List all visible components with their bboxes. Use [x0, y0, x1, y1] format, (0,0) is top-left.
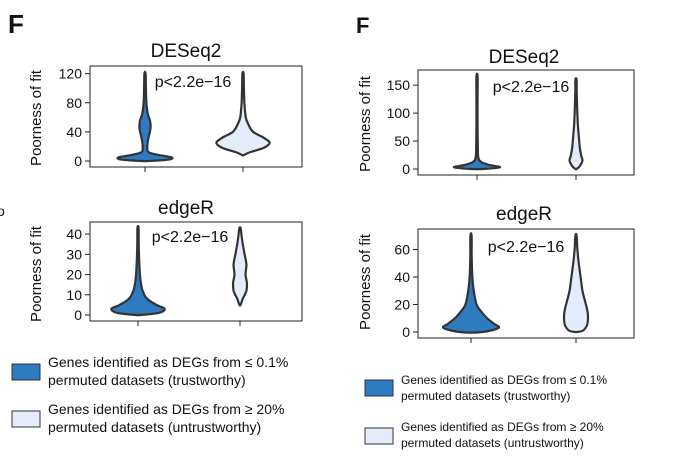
y-tick-label: 100	[387, 105, 411, 121]
plot-frame	[417, 228, 635, 339]
panel-letter-right: F	[356, 13, 369, 38]
violin-untrustworthy	[568, 77, 584, 171]
p-value-annotation: p<2.2e−16	[152, 229, 229, 246]
chart-title: DESeq2	[489, 47, 560, 68]
y-tick-label: 120	[59, 66, 83, 82]
p-value-annotation: p<2.2e−16	[493, 79, 570, 96]
y-axis-label: Poorness of fit	[28, 69, 45, 166]
legend-swatch-untrustworthy	[364, 427, 394, 445]
plot-frame	[89, 65, 303, 168]
chart-left-edger: edgeR Poorness of fit p<2.2e−16 0 10 20 30 4…	[28, 198, 303, 326]
y-tick-label: 30	[66, 246, 82, 262]
chart-left-deseq2: DESeq2 Poorness of fit p<2.2e−16 0 40 80 12…	[28, 41, 303, 172]
legend-label-untrustworthy-line1: Genes identified as DEGs from ≥ 20%	[401, 420, 604, 434]
y-tick-label: 40	[394, 269, 410, 285]
legend-label-trustworthy-line2: permuted datasets (trustworthy)	[401, 389, 570, 403]
chart-title: edgeR	[158, 198, 214, 219]
y-tick-label: 10	[66, 287, 82, 303]
legend-label-untrustworthy-line2: permuted datasets (untrustworthy)	[48, 419, 261, 435]
p-value-annotation: p<2.2e−16	[155, 74, 232, 91]
y-tick-label: 0	[402, 161, 410, 177]
violin-trustworthy	[116, 70, 174, 163]
y-tick-label: 80	[66, 95, 82, 111]
y-tick-label: 0	[74, 153, 82, 169]
plot-frame	[89, 221, 303, 322]
y-tick-label: 20	[66, 267, 82, 283]
legend-right: Genes identified as DEGs from ≤ 0.1% per…	[364, 373, 607, 450]
edge-fragment-text: o	[0, 203, 5, 219]
violin-trustworthy	[452, 72, 502, 171]
legend-label-trustworthy-line1: Genes identified as DEGs from ≤ 0.1%	[401, 373, 607, 387]
y-axis-label: Poorness of fit	[28, 225, 45, 322]
legend-left: Genes identified as DEGs from ≤ 0.1% per…	[11, 354, 288, 435]
y-axis-label: Poorness of fit	[357, 75, 374, 172]
legend-label-untrustworthy-line1: Genes identified as DEGs from ≥ 20%	[48, 401, 284, 417]
violin-trustworthy	[110, 224, 166, 317]
violin-untrustworthy	[215, 70, 271, 157]
legend-label-trustworthy-line1: Genes identified as DEGs from ≤ 0.1%	[48, 354, 288, 370]
y-tick-label: 0	[402, 324, 410, 340]
y-tick-label: 0	[74, 307, 82, 323]
y-axis-label: Poorness of fit	[357, 233, 374, 330]
chart-title: edgeR	[496, 204, 552, 225]
chart-right-edger: edgeR Poorness of fit p<2.2e−16 0 20 40 60	[357, 204, 635, 343]
y-tick-label: 50	[394, 133, 410, 149]
plot-frame	[417, 69, 635, 176]
legend-label-untrustworthy-line2: permuted datasets (untrustworthy)	[401, 436, 584, 450]
chart-right-deseq2: DESeq2 Poorness of fit p<2.2e−16 0 50 100 1…	[357, 47, 635, 180]
legend-swatch-untrustworthy	[11, 410, 41, 428]
violin-untrustworthy	[231, 226, 249, 307]
y-tick-label: 40	[66, 124, 82, 140]
legend-swatch-trustworthy	[11, 363, 41, 381]
violin-trustworthy	[441, 232, 501, 334]
y-tick-label: 20	[394, 297, 410, 313]
legend-label-trustworthy-line2: permuted datasets (trustworthy)	[48, 372, 246, 388]
panel-letter-left: F	[8, 9, 24, 39]
legend-swatch-trustworthy	[364, 379, 394, 397]
chart-title: DESeq2	[151, 41, 222, 62]
p-value-annotation: p<2.2e−16	[488, 239, 565, 256]
y-tick-label: 40	[66, 226, 82, 242]
y-tick-label: 60	[394, 242, 410, 258]
violin-untrustworthy	[562, 232, 590, 334]
y-tick-label: 150	[387, 77, 411, 93]
